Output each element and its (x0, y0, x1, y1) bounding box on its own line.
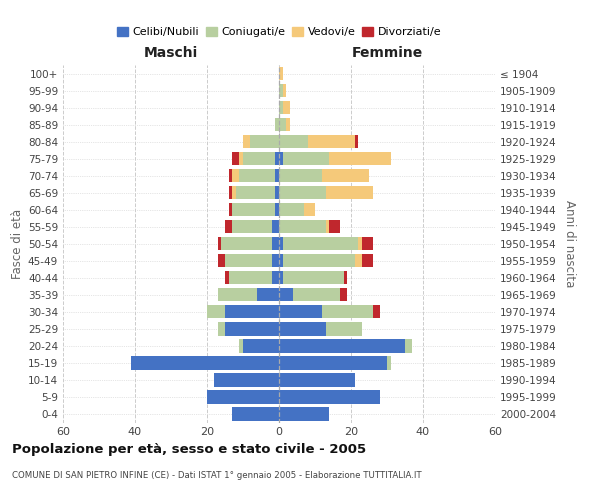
Bar (218, 288, 257, 302)
Bar (275, 203, 279, 216)
Bar (286, 118, 290, 131)
Bar (275, 118, 279, 131)
Bar (283, 101, 290, 114)
Bar (340, 288, 347, 302)
Bar (229, 203, 232, 216)
Bar (283, 271, 344, 284)
Bar (283, 237, 358, 250)
Bar (243, 135, 250, 148)
Bar (279, 84, 283, 97)
Text: Femmine: Femmine (352, 46, 422, 60)
Bar (279, 305, 322, 318)
Bar (279, 169, 322, 182)
Bar (232, 186, 236, 200)
Bar (355, 135, 358, 148)
Bar (279, 356, 387, 370)
Bar (326, 322, 362, 336)
Bar (279, 390, 380, 404)
Bar (225, 271, 229, 284)
Bar (243, 340, 279, 352)
Bar (279, 288, 293, 302)
Bar (275, 169, 279, 182)
Bar (218, 237, 221, 250)
Bar (304, 203, 315, 216)
Bar (272, 271, 279, 284)
Bar (279, 408, 329, 420)
Bar (283, 84, 286, 97)
Bar (207, 305, 225, 318)
Bar (272, 220, 279, 234)
Text: COMUNE DI SAN PIETRO INFINE (CE) - Dati ISTAT 1° gennaio 2005 - Elaborazione TUT: COMUNE DI SAN PIETRO INFINE (CE) - Dati … (12, 471, 422, 480)
Bar (362, 237, 373, 250)
Bar (218, 322, 225, 336)
Bar (243, 152, 275, 166)
Bar (275, 186, 279, 200)
Bar (279, 220, 326, 234)
Text: Popolazione per età, sesso e stato civile - 2005: Popolazione per età, sesso e stato civil… (12, 442, 366, 456)
Bar (283, 152, 329, 166)
Bar (272, 254, 279, 268)
Bar (326, 186, 373, 200)
Y-axis label: Fasce di età: Fasce di età (11, 208, 24, 279)
Bar (279, 135, 308, 148)
Bar (283, 254, 355, 268)
Bar (279, 271, 283, 284)
Bar (279, 254, 283, 268)
Bar (131, 356, 279, 370)
Bar (279, 152, 283, 166)
Bar (236, 186, 275, 200)
Bar (308, 135, 355, 148)
Bar (239, 340, 243, 352)
Bar (387, 356, 391, 370)
Bar (232, 220, 272, 234)
Bar (358, 237, 362, 250)
Bar (225, 254, 272, 268)
Bar (322, 305, 373, 318)
Bar (279, 340, 405, 352)
Bar (344, 271, 347, 284)
Bar (279, 186, 326, 200)
Bar (293, 288, 340, 302)
Bar (214, 374, 279, 386)
Bar (250, 135, 279, 148)
Bar (232, 408, 279, 420)
Bar (207, 390, 279, 404)
Bar (279, 237, 283, 250)
Bar (257, 288, 279, 302)
Bar (355, 254, 362, 268)
Bar (232, 152, 239, 166)
Bar (362, 254, 373, 268)
Bar (218, 254, 225, 268)
Bar (221, 237, 272, 250)
Bar (322, 169, 369, 182)
Bar (405, 340, 412, 352)
Bar (272, 237, 279, 250)
Bar (225, 322, 279, 336)
Bar (229, 186, 232, 200)
Bar (329, 220, 340, 234)
Bar (229, 271, 272, 284)
Bar (232, 169, 239, 182)
Bar (279, 101, 283, 114)
Bar (373, 305, 380, 318)
Bar (279, 67, 283, 80)
Y-axis label: Anni di nascita: Anni di nascita (563, 200, 576, 288)
Bar (239, 169, 275, 182)
Legend: Celibi/Nubili, Coniugati/e, Vedovi/e, Divorziati/e: Celibi/Nubili, Coniugati/e, Vedovi/e, Di… (112, 22, 446, 42)
Bar (326, 220, 329, 234)
Bar (275, 152, 279, 166)
Bar (329, 152, 391, 166)
Bar (225, 305, 279, 318)
Text: Maschi: Maschi (144, 46, 198, 60)
Bar (225, 220, 232, 234)
Bar (279, 118, 286, 131)
Bar (279, 322, 326, 336)
Bar (239, 152, 243, 166)
Bar (229, 169, 232, 182)
Bar (232, 203, 275, 216)
Bar (279, 203, 304, 216)
Bar (279, 374, 355, 386)
